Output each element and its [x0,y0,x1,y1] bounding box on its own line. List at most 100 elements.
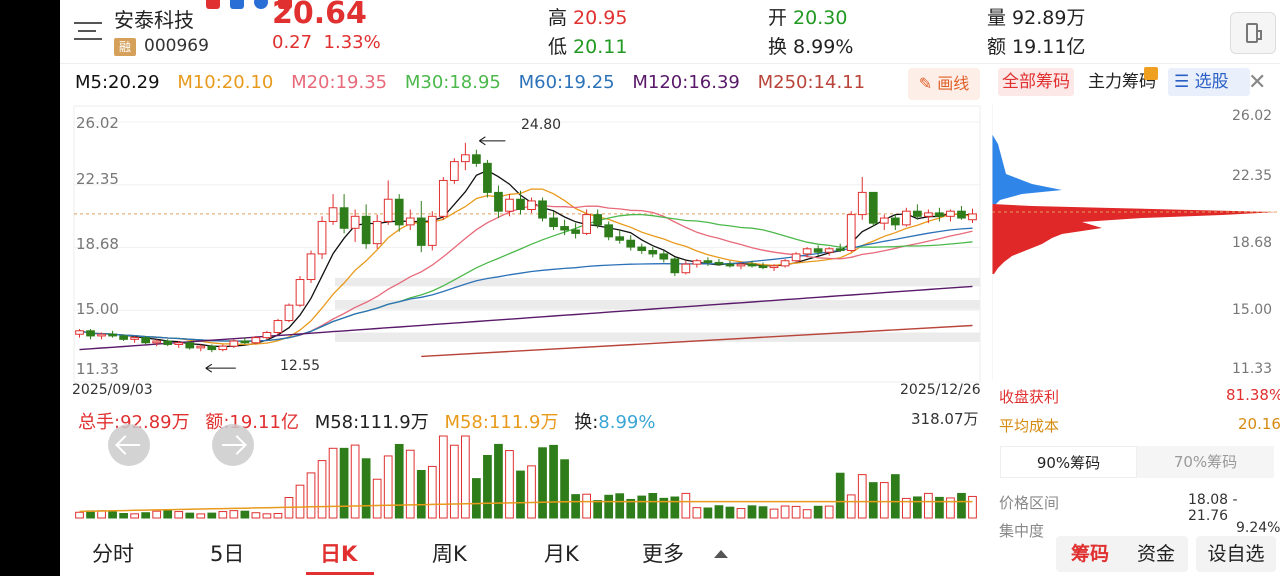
ma250-label: M250:14.11 [757,72,866,93]
y-tick-label: 22.35 [76,170,119,188]
total-volume: 总手:92.89万 [78,412,190,433]
volume-bar [615,493,625,519]
volume-bar [75,511,84,519]
arrow-head [227,435,247,455]
turnover-label: 换: [574,412,599,433]
y-tick-label: 18.68 [76,235,119,253]
volume-bar [681,492,691,519]
volume-bar [968,495,977,519]
arrow-left-icon [118,444,140,446]
volume-bar [560,459,569,519]
candle-body [130,337,139,340]
chip-blue-area [992,134,1062,206]
concentration-label: 集中度 [999,522,1045,540]
add-favorite-button[interactable]: 设自选 [1196,536,1276,572]
candle-body [924,212,933,217]
support-band [335,277,980,287]
volume-bar [758,506,768,519]
candle-body [405,217,415,226]
volume-bar [394,443,404,519]
volume-bar [483,454,492,519]
volume-bar [769,508,779,519]
quote-label: 高 [548,7,568,29]
candle-body [935,212,944,217]
candle-body [394,198,404,226]
candle-body [692,260,702,265]
tab-5day[interactable]: 5日 [210,542,245,566]
prev-arrow-button[interactable] [108,424,150,466]
candle-body [438,179,448,217]
tab-more[interactable]: 更多 [642,542,684,566]
candle-body [174,342,184,345]
price-change: 0.27 1.33% [272,32,381,53]
tab-90-chips[interactable]: 90%筹码 [1000,446,1137,478]
funds-button[interactable]: 资金 [1124,536,1188,572]
ma120-line [79,285,973,351]
stock-picker-button[interactable]: ☰ 选股 [1168,68,1250,96]
ma10-line [79,188,973,346]
lock-badge-icon [1144,67,1158,80]
volume-bar [802,509,812,519]
draw-line-button[interactable]: ✎ 画线 [908,68,980,100]
tab-all-chips[interactable]: 全部筹码 [998,68,1074,96]
volume-bar [416,470,426,519]
candle-body [185,342,195,349]
header-divider [60,63,1280,64]
next-arrow-button[interactable] [212,424,254,466]
stock-name: 安泰科技 [114,8,194,32]
y-tick-label: 11.33 [76,360,119,378]
candlestick-chart[interactable] [60,100,990,400]
candle-body [505,198,514,212]
ma10-label: M10:20.10 [177,72,274,93]
candle-body [968,213,977,221]
candle-body [946,210,955,217]
candle-body [648,249,658,255]
landscape-toggle-button[interactable] [1230,12,1276,54]
menu-icon[interactable] [74,20,102,42]
candle-body [714,261,724,265]
ma30-label: M30:18.95 [404,72,501,93]
volume-bar [141,512,151,519]
candle-body [670,258,680,274]
tab-70-chips[interactable]: 70%筹码 [1173,453,1238,471]
volume-bar [879,482,889,519]
volume-bar [736,508,746,519]
turnover-value: 8.99% [598,412,656,433]
volume-bar [97,510,106,519]
arrow-head [115,435,135,455]
volume-bar [692,507,702,519]
tab-main-chips[interactable]: 主力筹码 [1088,72,1156,92]
chips-button[interactable]: 筹码 [1056,536,1124,572]
tab-monthly-k[interactable]: 月K [544,542,579,566]
price-range-value: 18.08 - 21.76 [1188,492,1238,524]
quote-value: 20.95 [573,7,628,29]
ma20-line [79,204,973,342]
candle-body [835,248,845,251]
quote-value: 8.99% [793,36,854,58]
profit-value: 81.38% [1226,386,1280,404]
tab-weekly-k[interactable]: 周K [432,542,467,566]
volume-bar [780,505,790,519]
expand-up-icon[interactable] [714,550,728,558]
candle-body [560,226,569,231]
candle-body [295,279,305,306]
volume-legend: 总手:92.89万 额:19.11亿 M58:111.9万 M58:111.9万… [78,408,665,434]
candle-body [383,198,393,222]
start-date-label: 2025/09/03 [72,382,153,398]
ma20-label: M20:19.35 [291,72,388,93]
quote-label: 低 [548,36,568,58]
volume-chart[interactable] [60,428,990,522]
volume-bar [549,444,558,519]
tab-daily-k[interactable]: 日K [320,542,358,566]
candle-body [901,210,911,226]
close-icon[interactable]: ✕ [1248,70,1267,95]
tab-intraday[interactable]: 分时 [92,542,134,566]
candle-body [427,215,437,246]
vol-ma58: M58:111.9万 [314,412,429,433]
chip-y-tick: 26.02 [1232,108,1273,124]
volume-bar [857,474,867,519]
candle-body [747,263,757,267]
stock-code: 000969 [144,36,209,56]
volume-bar [185,512,195,519]
